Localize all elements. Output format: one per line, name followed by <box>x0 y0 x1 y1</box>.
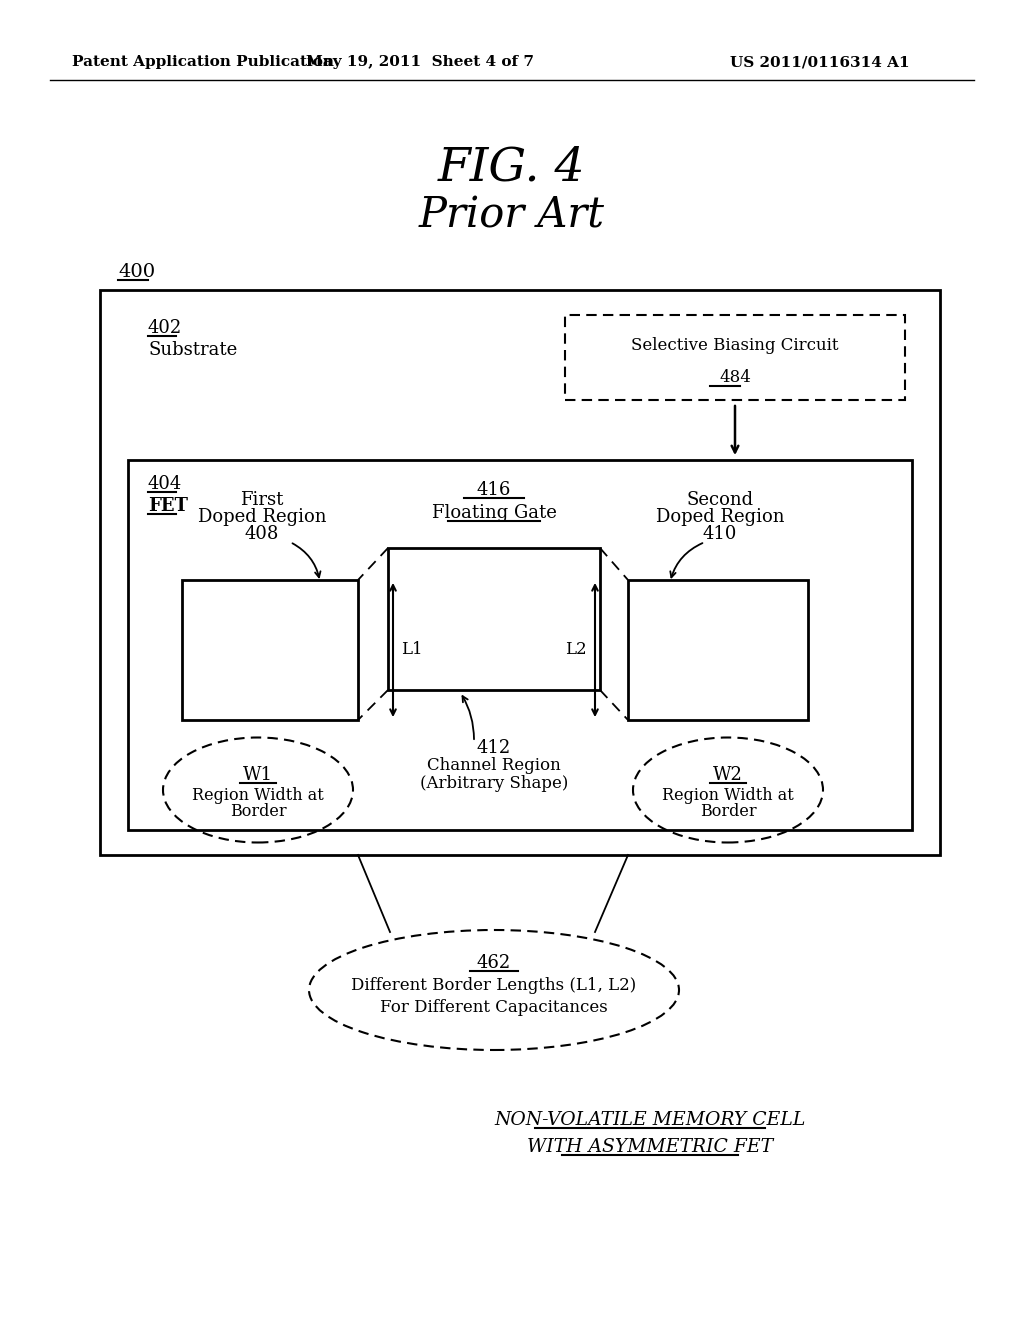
Text: Different Border Lengths (L1, L2): Different Border Lengths (L1, L2) <box>351 978 637 994</box>
Text: 484: 484 <box>719 370 751 387</box>
Text: Patent Application Publication: Patent Application Publication <box>72 55 334 69</box>
Bar <box>388 548 600 690</box>
Text: 412: 412 <box>477 739 511 756</box>
Bar <box>182 579 358 719</box>
Text: US 2011/0116314 A1: US 2011/0116314 A1 <box>730 55 909 69</box>
Text: 402: 402 <box>148 319 182 337</box>
Text: Floating Gate: Floating Gate <box>431 504 556 521</box>
Text: NON-VOLATILE MEMORY CELL: NON-VOLATILE MEMORY CELL <box>495 1111 806 1129</box>
Text: Doped Region: Doped Region <box>655 508 784 525</box>
Text: Border: Border <box>699 804 757 821</box>
Text: WITH ASYMMETRIC FET: WITH ASYMMETRIC FET <box>527 1138 773 1156</box>
Text: W1: W1 <box>243 766 273 784</box>
Text: FIG. 4: FIG. 4 <box>438 145 586 190</box>
Text: L1: L1 <box>401 642 423 659</box>
Text: 408: 408 <box>245 525 280 543</box>
Text: Selective Biasing Circuit: Selective Biasing Circuit <box>631 337 839 354</box>
Text: 404: 404 <box>148 475 182 492</box>
Text: Channel Region: Channel Region <box>427 758 561 775</box>
Bar <box>128 459 912 830</box>
Text: Second: Second <box>686 491 754 510</box>
Text: May 19, 2011  Sheet 4 of 7: May 19, 2011 Sheet 4 of 7 <box>306 55 534 69</box>
Bar <box>565 315 905 400</box>
Text: For Different Capacitances: For Different Capacitances <box>380 998 608 1015</box>
Text: FET: FET <box>148 498 187 515</box>
Bar <box>100 290 940 855</box>
Text: 400: 400 <box>118 263 155 281</box>
Text: Doped Region: Doped Region <box>198 508 327 525</box>
Bar <box>628 579 808 719</box>
Text: Region Width at: Region Width at <box>663 787 794 804</box>
Text: 462: 462 <box>477 954 511 972</box>
Text: Region Width at: Region Width at <box>193 787 324 804</box>
Text: (Arbitrary Shape): (Arbitrary Shape) <box>420 775 568 792</box>
Text: First: First <box>241 491 284 510</box>
Text: Border: Border <box>229 804 287 821</box>
Text: Substrate: Substrate <box>148 341 238 359</box>
Text: 416: 416 <box>477 480 511 499</box>
Text: W2: W2 <box>713 766 743 784</box>
Text: Prior Art: Prior Art <box>419 194 605 236</box>
Text: L2: L2 <box>565 642 587 659</box>
Text: 410: 410 <box>702 525 737 543</box>
